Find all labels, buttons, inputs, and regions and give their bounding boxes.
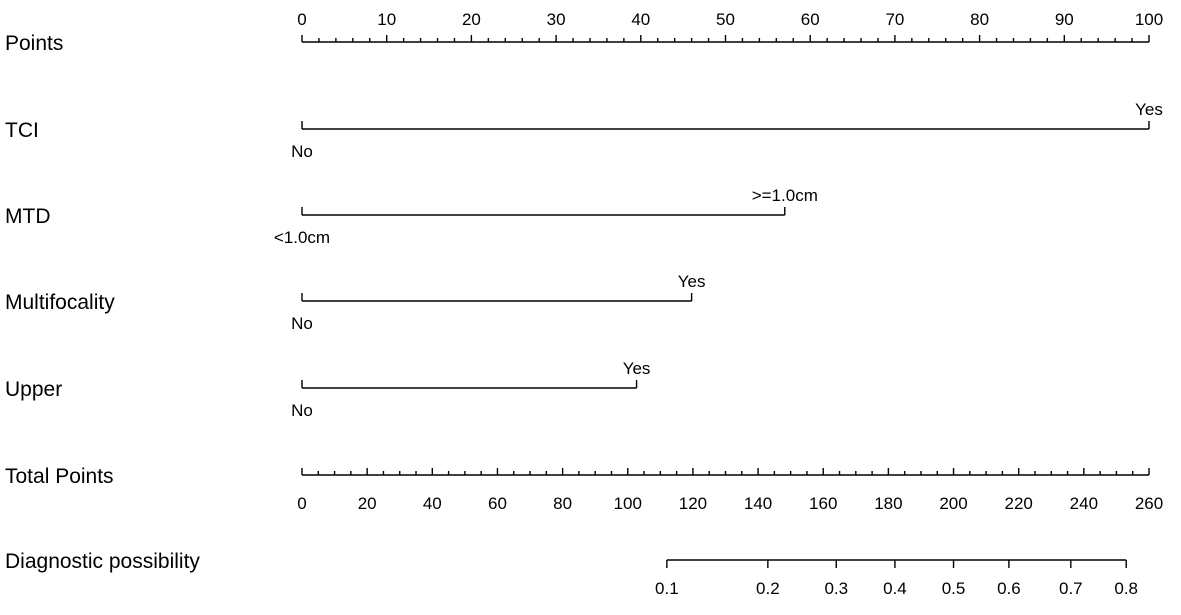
points-tick-label: 100	[1135, 10, 1163, 29]
variable-label-multifocality: Multifocality	[5, 291, 115, 314]
total-points-tick-label: 140	[744, 494, 772, 513]
points-tick-label: 90	[1055, 10, 1074, 29]
total-points-tick-label: 20	[358, 494, 377, 513]
probability-axis-label: Diagnostic possibility	[5, 550, 200, 573]
probability-tick-label: 0.4	[883, 579, 907, 598]
total-points-tick-label: 40	[423, 494, 442, 513]
points-tick-label: 0	[297, 10, 306, 29]
probability-tick-label: 0.6	[997, 579, 1021, 598]
total-points-axis-label: Total Points	[5, 465, 114, 488]
points-tick-label: 80	[970, 10, 989, 29]
total-points-tick-label: 260	[1135, 494, 1163, 513]
probability-tick-label: 0.7	[1059, 579, 1083, 598]
total-points-tick-label: 100	[614, 494, 642, 513]
variable-label-tci: TCI	[5, 119, 39, 142]
probability-tick-label: 0.5	[942, 579, 966, 598]
points-tick-label: 70	[885, 10, 904, 29]
total-points-tick-label: 160	[809, 494, 837, 513]
total-points-tick-label: 240	[1070, 494, 1098, 513]
variable-level-label: No	[291, 142, 313, 161]
total-points-tick-label: 120	[679, 494, 707, 513]
points-tick-label: 40	[631, 10, 650, 29]
variable-level-label: No	[291, 401, 313, 420]
probability-tick-label: 0.2	[756, 579, 780, 598]
variable-label-upper: Upper	[5, 378, 62, 401]
points-axis-label: Points	[5, 32, 63, 55]
variable-label-mtd: MTD	[5, 205, 51, 228]
variable-level-label: Yes	[678, 272, 706, 291]
probability-tick-label: 0.3	[824, 579, 848, 598]
total-points-tick-label: 220	[1005, 494, 1033, 513]
points-tick-label: 60	[801, 10, 820, 29]
variable-level-label: >=1.0cm	[752, 186, 818, 205]
points-tick-label: 50	[716, 10, 735, 29]
variable-level-label: Yes	[1135, 100, 1163, 119]
variable-level-label: <1.0cm	[274, 228, 330, 247]
total-points-tick-label: 0	[297, 494, 306, 513]
total-points-tick-label: 200	[939, 494, 967, 513]
variable-level-label: No	[291, 314, 313, 333]
variable-level-label: Yes	[623, 359, 651, 378]
probability-tick-label: 0.8	[1114, 579, 1138, 598]
total-points-tick-label: 60	[488, 494, 507, 513]
probability-tick-label: 0.1	[655, 579, 679, 598]
total-points-tick-label: 180	[874, 494, 902, 513]
total-points-tick-label: 80	[553, 494, 572, 513]
points-tick-label: 10	[377, 10, 396, 29]
points-tick-label: 20	[462, 10, 481, 29]
points-tick-label: 30	[547, 10, 566, 29]
